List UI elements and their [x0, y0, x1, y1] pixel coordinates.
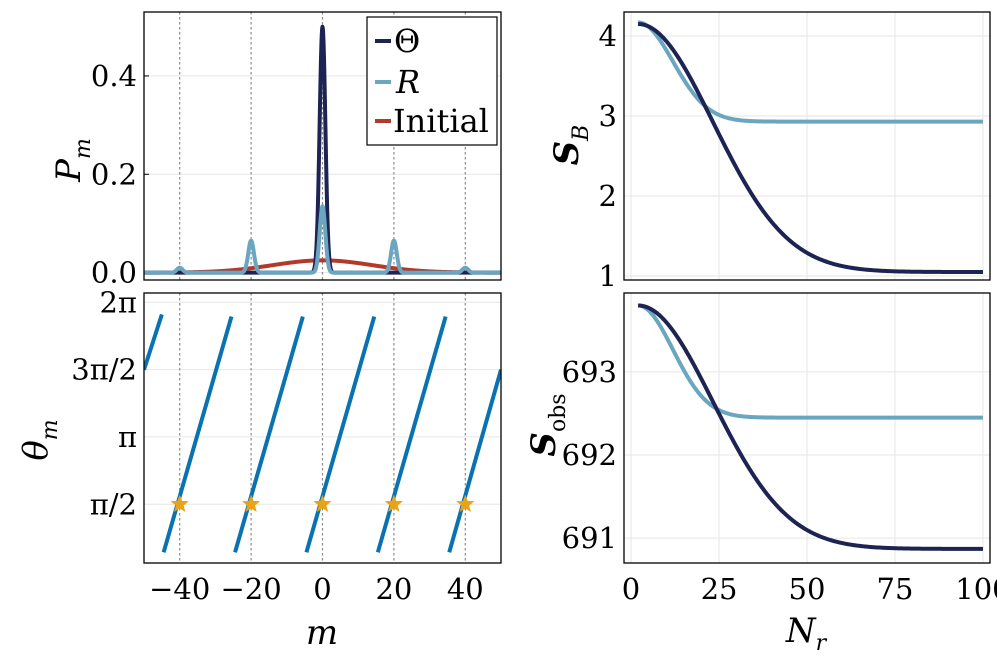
sobs-xtick-label: 0 — [622, 572, 640, 606]
theta-star-marker — [384, 494, 404, 513]
sobs-ytick-label: 691 — [562, 521, 617, 555]
pm-series-r — [144, 204, 501, 275]
sb-ytick-label: 3 — [599, 99, 617, 133]
sobs-ytick-label: 692 — [562, 438, 617, 472]
sobs-xtick-label: 25 — [701, 572, 738, 606]
sobs-series-theta — [637, 303, 984, 551]
sb-ytick-label: 2 — [599, 179, 617, 213]
pm-ytick-label: 0.2 — [91, 157, 137, 191]
theta-frame — [143, 292, 502, 564]
theta-star-marker — [170, 494, 189, 513]
panel-entropy-obs: 691 692 693 0 25 50 75 100 — [562, 292, 997, 606]
theta-star-marker — [313, 494, 332, 513]
theta-phase-segment — [144, 313, 164, 371]
theta-ytick-label: 3π/2 — [71, 353, 137, 387]
sb-ytick-label: 1 — [599, 259, 617, 293]
sb-ytick-label: 4 — [599, 19, 617, 53]
theta-xtick-label: −20 — [220, 572, 281, 606]
panel-entropy-b: 1 2 3 4 — [599, 11, 991, 293]
theta-series-group — [144, 313, 501, 553]
pm-ytick-label: 0.0 — [91, 256, 137, 290]
legend-initial-label: Initial — [393, 102, 489, 140]
theta-star-marker — [241, 494, 261, 513]
theta-xtick-label: 20 — [375, 572, 412, 606]
sobs-xtick-label: 100 — [955, 572, 997, 606]
sb-series-r — [637, 20, 984, 124]
pm-ytick-label: 0.4 — [91, 59, 137, 93]
theta-phase-segment — [304, 316, 377, 553]
theta-ytick-label: π — [118, 420, 137, 454]
panel-pm: 0.0 0.2 0.4 — [91, 11, 502, 290]
legend-r-label: R — [395, 63, 420, 101]
sb-series-theta — [637, 22, 984, 274]
pm-ylabel: Pm — [49, 138, 96, 183]
sobs-ytick-label: 693 — [562, 355, 617, 389]
theta-xtick-label: 40 — [447, 572, 484, 606]
pm-frame — [143, 11, 502, 281]
sb-ylabel: SB — [547, 125, 594, 166]
theta-star-marker — [456, 494, 475, 513]
theta-phase-segment — [447, 369, 501, 553]
sb-series-group — [637, 20, 984, 274]
theta-ytick-label: π/2 — [90, 487, 137, 521]
theta-phase-segment — [375, 316, 448, 553]
legend: Θ R Initial — [366, 16, 498, 146]
sobs-xlabel: Nr — [785, 611, 828, 656]
sobs-xtick-label: 50 — [789, 572, 826, 606]
sobs-ylabel: Sobs — [524, 393, 571, 456]
sobs-series-r — [637, 303, 984, 420]
panel-theta-m: π/2 π 3π/2 2π −40 −20 0 20 40 — [71, 285, 502, 606]
theta-xtick-label: 0 — [313, 572, 331, 606]
theta-xtick-label: −40 — [149, 572, 210, 606]
theta-phase-segment — [233, 316, 305, 553]
sb-frame — [623, 11, 991, 281]
theta-ytick-label: 2π — [99, 285, 137, 319]
sobs-series-group — [637, 303, 984, 551]
theta-xlabel: m — [306, 613, 338, 653]
legend-theta-label: Θ — [394, 22, 420, 60]
theta-phase-segment — [161, 316, 234, 553]
sobs-frame — [623, 292, 991, 564]
sobs-xtick-label: 75 — [877, 572, 914, 606]
pm-series-group — [144, 24, 501, 275]
theta-ylabel: θm — [16, 419, 63, 460]
